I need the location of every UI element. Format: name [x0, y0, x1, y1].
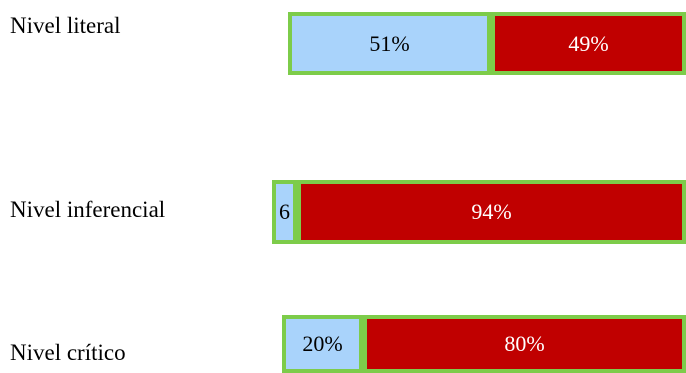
bar-segment-inferencial-2: 94% — [297, 180, 686, 244]
bar-segment-critico-2: 80% — [363, 315, 686, 373]
category-label-literal: Nivel literal — [10, 13, 121, 38]
bar-segment-critico-1: 20% — [282, 315, 363, 373]
category-label-critico: Nivel crítico — [10, 340, 126, 365]
bar-segment-literal-1: 51% — [288, 12, 491, 75]
category-label-inferencial: Nivel inferencial — [10, 197, 166, 222]
bar-segment-literal-2: 49% — [491, 12, 686, 75]
bar-segment-inferencial-1: 6 — [272, 180, 297, 244]
